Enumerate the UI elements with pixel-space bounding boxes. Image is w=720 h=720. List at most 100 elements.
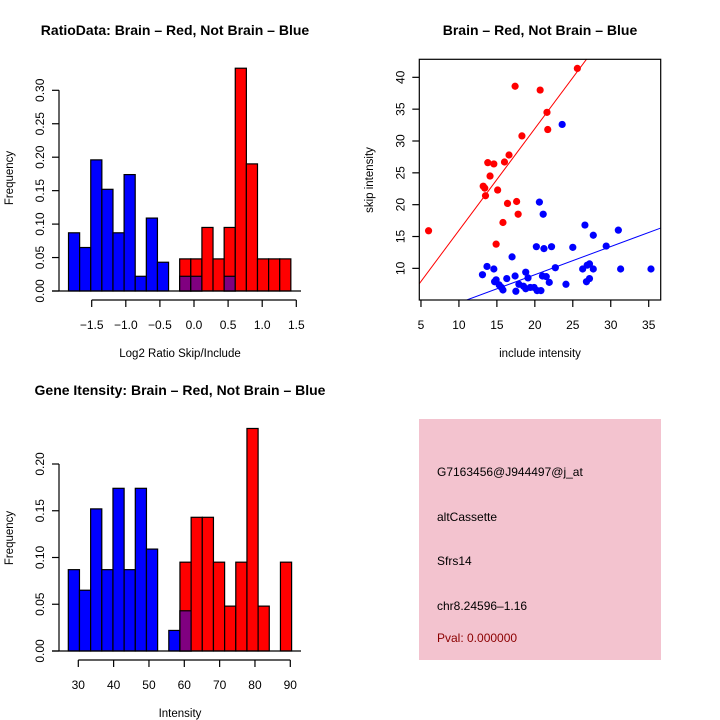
x-tick-label: −1.0	[114, 318, 138, 332]
gene-histogram-xlabel: Intensity	[159, 708, 202, 720]
x-tick-label: 15	[490, 318, 504, 332]
brain-bar	[212, 561, 226, 652]
brain-bar	[234, 67, 247, 292]
y-tick-label: 40	[393, 70, 407, 84]
overlap-bar	[190, 275, 203, 292]
not-brain-bar	[123, 569, 136, 652]
not-brain-fit-line	[465, 227, 661, 300]
not-brain-bar	[79, 246, 92, 292]
not-brain-point	[589, 265, 597, 273]
brain-point	[511, 82, 519, 90]
not-brain-point	[617, 265, 625, 273]
x-tick-label: 0.5	[220, 318, 237, 332]
x-tick-label: 10	[452, 318, 466, 332]
not-brain-point	[535, 198, 543, 206]
y-tick-label: 30	[393, 134, 407, 148]
not-brain-bar	[156, 261, 170, 292]
not-brain-bar	[112, 232, 125, 292]
not-brain-bar	[90, 508, 103, 652]
ratio-histogram: RatioData: Brain – Red, Not Brain – Blue…	[4, 22, 309, 360]
x-tick-label: 25	[566, 318, 580, 332]
y-tick-label: 10	[393, 261, 407, 275]
scatter-ylabel: skip intensity	[364, 147, 376, 213]
y-tick-label: 0.30	[33, 78, 47, 102]
overlap-bar	[223, 275, 236, 292]
not-brain-point	[558, 120, 566, 129]
not-brain-point	[483, 262, 491, 271]
info-panel-background	[419, 419, 661, 660]
brain-point	[573, 64, 581, 73]
brain-point	[499, 218, 507, 227]
brain-bar	[224, 605, 237, 652]
not-brain-point	[562, 280, 570, 288]
not-brain-point	[532, 243, 540, 251]
not-brain-bar	[78, 589, 92, 652]
brain-point	[490, 160, 498, 168]
event-type: altCassette	[437, 510, 497, 524]
x-tick-label: 35	[642, 318, 656, 332]
brain-point	[486, 172, 494, 180]
scatter-title: Brain – Red, Not Brain – Blue	[443, 22, 638, 38]
not-brain-bar	[67, 232, 81, 292]
not-brain-point	[490, 265, 498, 273]
y-tick-label: 0.05	[33, 246, 47, 270]
brain-bar	[235, 561, 248, 652]
y-tick-label: 0.10	[33, 212, 47, 236]
not-brain-point	[614, 226, 622, 234]
not-brain-bar	[123, 173, 136, 292]
x-tick-label: 1.0	[254, 318, 271, 332]
x-tick-label: 40	[107, 678, 121, 692]
brain-point	[484, 159, 492, 167]
x-tick-label: 30	[72, 678, 86, 692]
brain-bar	[190, 516, 203, 652]
not-brain-bar	[90, 159, 103, 292]
not-brain-point	[585, 274, 594, 283]
x-tick-label: −0.5	[148, 318, 172, 332]
not-brain-point	[503, 274, 511, 283]
not-brain-point	[539, 210, 547, 218]
brain-point	[494, 186, 502, 194]
x-tick-label: 90	[284, 678, 298, 692]
brain-point	[513, 197, 521, 206]
brain-point	[536, 86, 544, 94]
brain-bar	[245, 163, 259, 292]
brain-bar	[212, 258, 225, 292]
y-tick-label: 0.20	[33, 452, 47, 476]
not-brain-point	[540, 245, 548, 253]
brain-fit-line	[419, 59, 588, 284]
not-brain-point	[542, 273, 550, 281]
overlap-bar	[179, 610, 192, 652]
ratio-histogram-xlabel: Log2 Ratio Skip/Include	[119, 348, 240, 360]
overlap-bar	[179, 275, 192, 292]
y-tick-label: 0.00	[33, 639, 47, 663]
not-brain-point	[508, 253, 516, 261]
not-brain-bar	[134, 487, 148, 652]
scatter-xlabel: include intensity	[499, 348, 581, 360]
ratio-histogram-ylabel: Frequency	[4, 151, 16, 206]
y-tick-label: 20	[393, 198, 407, 212]
not-brain-point	[537, 287, 545, 295]
brain-bar	[256, 258, 270, 292]
not-brain-bar	[101, 188, 114, 292]
brain-bar	[257, 605, 270, 652]
not-brain-bar	[168, 629, 181, 652]
not-brain-bar	[112, 487, 125, 652]
y-tick-label: 15	[393, 230, 407, 244]
x-tick-label: 80	[248, 678, 262, 692]
brain-point	[500, 158, 509, 166]
not-brain-point	[589, 231, 597, 239]
plot-frame	[418, 58, 662, 301]
y-tick-label: 0.00	[33, 279, 47, 303]
not-brain-point	[512, 287, 520, 295]
not-brain-point	[585, 260, 594, 268]
brain-point	[481, 184, 489, 192]
y-tick-label: 0.05	[33, 592, 47, 616]
genomic-location: chr8.24596–1.16	[437, 599, 527, 613]
brain-point	[544, 125, 552, 134]
brain-point	[505, 151, 513, 159]
y-tick-label: 25	[393, 166, 407, 180]
info-panel: G7163456@J944497@j_at altCassette Sfrs14…	[419, 419, 661, 660]
y-tick-label: 0.15	[33, 499, 47, 523]
brain-bar	[279, 258, 292, 292]
